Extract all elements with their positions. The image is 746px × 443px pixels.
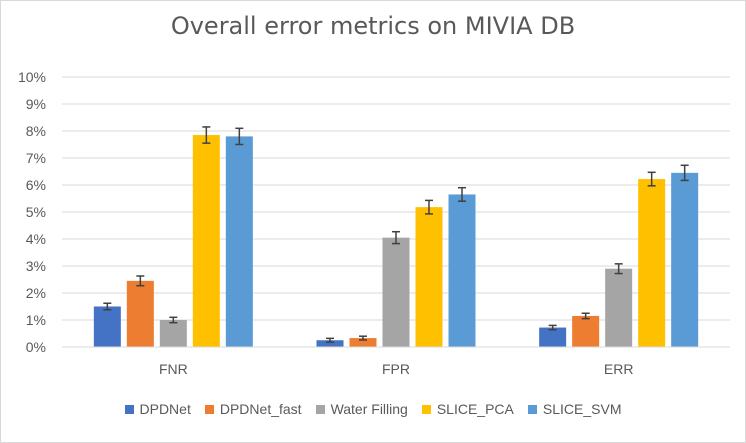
bar xyxy=(316,340,344,347)
x-tick-label: FPR xyxy=(382,361,410,377)
legend-label: DPDNet xyxy=(139,401,191,417)
legend-label: SLICE_SVM xyxy=(542,401,622,417)
bar xyxy=(415,207,443,347)
legend-label: Water Filling xyxy=(330,401,408,417)
bar xyxy=(572,315,600,347)
bar xyxy=(671,172,699,347)
legend-label: DPDNet_fast xyxy=(219,401,302,417)
legend-item: DPDNet xyxy=(124,401,191,417)
legend-item: Water Filling xyxy=(315,401,408,417)
bar xyxy=(382,237,410,347)
legend-swatch xyxy=(315,404,325,414)
legend-swatch xyxy=(204,404,214,414)
bar xyxy=(225,136,253,347)
chart-legend: DPDNet DPDNet_fast Water Filling SLICE_PCA S… xyxy=(0,401,746,417)
y-tick-label: 1% xyxy=(26,312,46,328)
x-tick-label: FNR xyxy=(159,361,188,377)
bar xyxy=(93,306,121,347)
y-tick-label: 2% xyxy=(26,285,46,301)
bar xyxy=(159,320,187,347)
y-tick-label: 3% xyxy=(26,258,46,274)
bar xyxy=(349,338,377,347)
y-tick-label: 8% xyxy=(26,123,46,139)
y-tick-label: 7% xyxy=(26,150,46,166)
bar xyxy=(605,268,633,347)
y-tick-label: 0% xyxy=(26,339,46,355)
y-tick-label: 10% xyxy=(18,69,46,85)
bar xyxy=(192,135,220,347)
y-tick-label: 4% xyxy=(26,231,46,247)
chart-title: Overall error metrics on MIVIA DB xyxy=(170,12,576,40)
legend-swatch xyxy=(527,404,537,414)
y-tick-label: 5% xyxy=(26,204,46,220)
bar xyxy=(539,327,567,347)
bar xyxy=(448,194,476,347)
bar xyxy=(638,179,666,347)
legend-swatch xyxy=(421,404,431,414)
legend-swatch xyxy=(124,404,134,414)
legend-label: SLICE_PCA xyxy=(436,401,514,417)
y-tick-label: 6% xyxy=(26,177,46,193)
legend-item: SLICE_PCA xyxy=(421,401,514,417)
legend-item: DPDNet_fast xyxy=(204,401,302,417)
x-tick-label: ERR xyxy=(604,361,634,377)
y-tick-label: 9% xyxy=(26,96,46,112)
bar xyxy=(126,280,154,347)
legend-item: SLICE_SVM xyxy=(527,401,622,417)
